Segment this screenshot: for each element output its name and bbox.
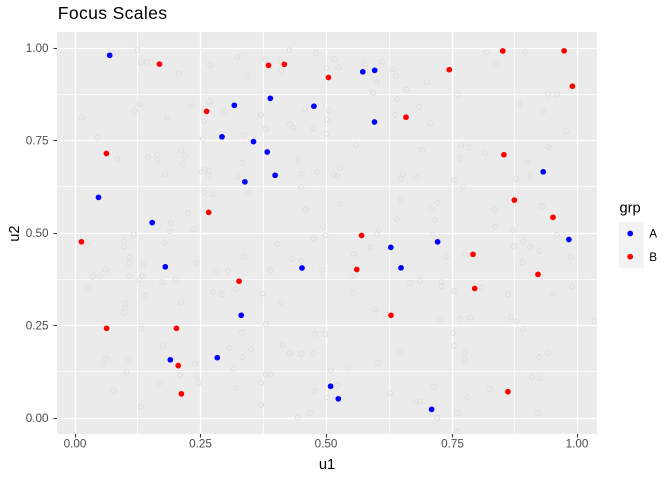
svg-text:B: B — [649, 251, 657, 264]
svg-text:A: A — [649, 228, 657, 241]
svg-text:0.00: 0.00 — [64, 438, 87, 451]
svg-text:u1: u1 — [319, 457, 335, 473]
svg-text:u2: u2 — [7, 225, 23, 241]
svg-text:1.00: 1.00 — [566, 438, 589, 451]
svg-text:0.75: 0.75 — [441, 438, 464, 451]
svg-text:Focus Scales: Focus Scales — [58, 3, 168, 23]
svg-text:0.00: 0.00 — [26, 412, 49, 425]
svg-text:1.00: 1.00 — [26, 42, 49, 55]
svg-text:0.25: 0.25 — [26, 320, 49, 333]
svg-text:grp: grp — [620, 201, 641, 217]
svg-text:0.25: 0.25 — [189, 438, 212, 451]
svg-text:0.75: 0.75 — [26, 135, 49, 148]
svg-text:0.50: 0.50 — [315, 438, 338, 451]
svg-text:0.50: 0.50 — [26, 227, 49, 240]
